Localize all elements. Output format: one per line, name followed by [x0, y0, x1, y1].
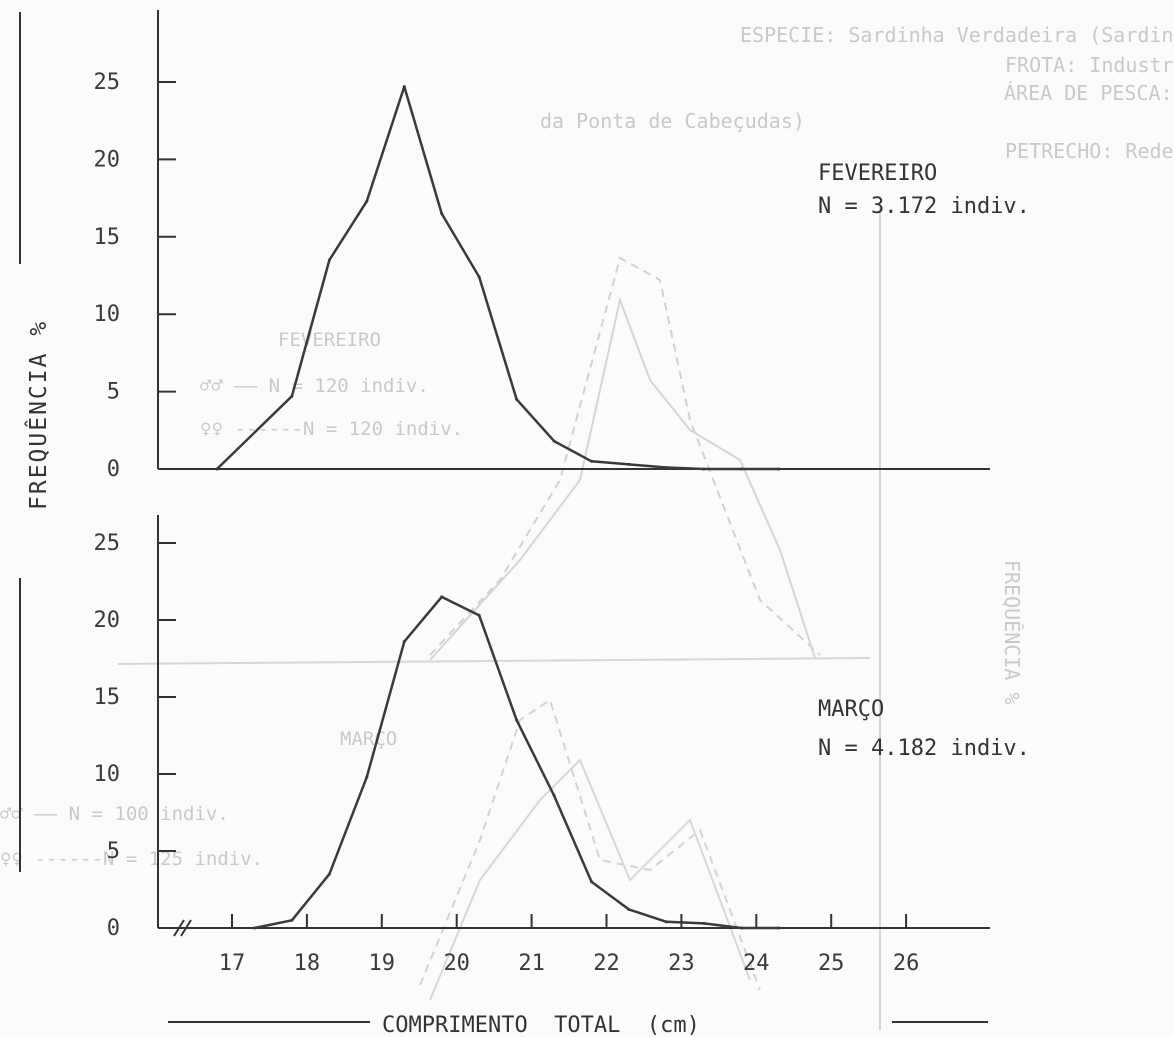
data-point	[290, 394, 294, 398]
data-point	[290, 918, 294, 922]
data-point	[365, 775, 369, 779]
ghost-legend-title: FEVEREIRO	[278, 329, 381, 351]
data-point	[739, 467, 743, 471]
data-point	[664, 920, 668, 924]
data-point	[215, 467, 219, 471]
data-point	[477, 613, 481, 617]
panel-subtitle-fevereiro: N = 3.172 indiv.	[818, 194, 1030, 219]
ghost-curve	[419, 698, 761, 991]
data-point	[664, 465, 668, 469]
y-tick-label: 0	[107, 457, 120, 482]
plot-panel-marco: 25 20 15 10 5 0 17 18 19 20 21 22 23 24 25 26	[94, 515, 990, 976]
ghost-legend-title: MARÇO	[340, 728, 397, 750]
ghost-legend-male: ♂♂ —— N = 100 indiv.	[0, 803, 229, 825]
data-point	[402, 640, 406, 644]
data-point	[365, 199, 369, 203]
series-line	[254, 595, 779, 930]
x-tick-label: 17	[219, 951, 246, 976]
x-tick-label: 19	[369, 951, 396, 976]
series-line	[216, 85, 779, 471]
y-tick-label: 5	[107, 380, 120, 405]
ghost-curve	[429, 296, 816, 661]
data-point	[739, 926, 743, 930]
plot-panel-fevereiro: 25 20 15 10 5 0	[94, 10, 990, 482]
ghost-curve	[429, 758, 751, 1001]
y-tick-label: 25	[94, 531, 121, 556]
x-tick-label: 20	[443, 951, 470, 976]
y-tick-label: 10	[94, 762, 121, 787]
y-tick-label: 15	[94, 685, 121, 710]
x-tick-label: 23	[668, 951, 695, 976]
y-tick-label: 5	[107, 839, 120, 864]
data-point	[252, 926, 256, 930]
ghost-legend-male: ♂♂ —— N = 120 indiv.	[200, 375, 429, 397]
data-point	[515, 718, 519, 722]
data-point	[590, 459, 594, 463]
y-tick-label: 0	[107, 916, 120, 941]
data-point	[777, 467, 781, 471]
axis-break-mark	[180, 919, 192, 937]
data-point	[777, 926, 781, 930]
ghost-header-line: ÁREA DE PESCA: Bloco 48-27 (Sul da Ilha …	[1004, 81, 1174, 105]
x-tick-label: 21	[518, 951, 545, 976]
data-point	[440, 212, 444, 216]
ghost-legend-female: ♀♀ ------N = 120 indiv.	[200, 418, 463, 440]
x-tick-label: 26	[893, 951, 920, 976]
data-point	[402, 85, 406, 89]
y-tick-label: 20	[94, 147, 121, 172]
y-tick-label: 15	[94, 225, 121, 250]
data-point	[627, 908, 631, 912]
data-point	[327, 872, 331, 876]
ghost-header-line: FROTA: Industrial	[1005, 53, 1174, 77]
data-point	[477, 275, 481, 279]
ghost-legend-female: ♀♀ ------N = 125 indiv.	[0, 848, 263, 870]
ghost-header-line: PETRECHO: Rede de cerco (traineira)	[1005, 139, 1174, 163]
data-point	[552, 794, 556, 798]
data-point	[327, 258, 331, 262]
panel-title-marco: MARÇO	[818, 697, 884, 722]
axis-break-mark	[173, 919, 185, 937]
data-point	[702, 921, 706, 925]
y-tick-label: 25	[94, 70, 121, 95]
x-tick-label: 18	[294, 951, 321, 976]
x-axis-label: COMPRIMENTO TOTAL (cm)	[382, 1013, 700, 1037]
y-axis-label: FREQUÊNCIA %	[24, 320, 52, 510]
ghost-axis-line	[117, 657, 871, 665]
ghost-header-line: da Ponta de Cabeçudas)	[540, 109, 805, 133]
data-point	[590, 880, 594, 884]
data-point	[702, 467, 706, 471]
data-point	[552, 439, 556, 443]
panel-title-fevereiro: FEVEREIRO	[818, 161, 937, 186]
panel-subtitle-marco: N = 4.182 indiv.	[818, 736, 1030, 761]
y-tick-label: 20	[94, 608, 121, 633]
ghost-curve	[429, 256, 821, 656]
x-tick-label: 25	[818, 951, 845, 976]
x-tick-label: 24	[743, 951, 770, 976]
bleed-through-layer: ESPECIE: Sardinha Verdadeira (Sardinella…	[0, 23, 1174, 1030]
data-point	[627, 462, 631, 466]
data-point	[440, 595, 444, 599]
ghost-header-line: ESPECIE: Sardinha Verdadeira (Sardinella…	[740, 23, 1174, 47]
y-tick-label: 10	[94, 302, 121, 327]
x-tick-label: 22	[593, 951, 620, 976]
data-point	[515, 397, 519, 401]
ghost-axis-label: FREQUÊNCIA %	[1000, 560, 1024, 705]
